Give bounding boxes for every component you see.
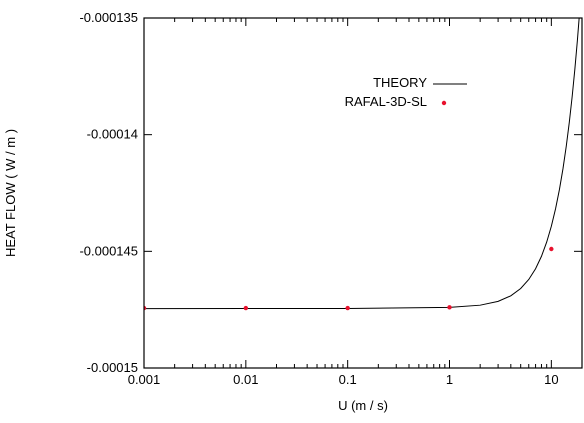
legend-label-rafal-3d-sl: RAFAL-3D-SL (345, 94, 427, 109)
x-tick-label: 0.001 (128, 372, 161, 387)
legend-label-theory: THEORY (373, 75, 427, 90)
series-theory-line (144, 18, 580, 310)
legend-marker-rafal-3d-sl (441, 100, 447, 106)
data-point (243, 305, 249, 311)
x-tick-label: 0.1 (339, 372, 357, 387)
y-tick-label: -0.000135 (79, 10, 138, 25)
y-tick-label: -0.000145 (79, 243, 138, 258)
y-tick-label: -0.00014 (87, 127, 138, 142)
x-tick-labels: 0.001 0.01 0.1 1 10 (128, 372, 559, 387)
data-point (447, 305, 452, 310)
data-point (549, 246, 554, 252)
y-tick-label: -0.00015 (87, 360, 138, 375)
legend: THEORY RAFAL-3D-SL (345, 75, 467, 109)
y-axis-label: HEAT FLOW ( W / m ) (3, 129, 18, 257)
y-tick-labels: -0.000135 -0.00014 -0.000145 -0.00015 (79, 10, 138, 375)
x-tick-label: 10 (544, 372, 558, 387)
data-point (345, 305, 350, 311)
axis-ticks (143, 17, 583, 369)
x-tick-label: 0.01 (233, 372, 258, 387)
series-rafal-3d-sl-points (144, 246, 554, 311)
x-tick-label: 1 (446, 372, 453, 387)
x-axis-label: U (m / s) (338, 398, 388, 413)
plot-frame (143, 17, 583, 369)
